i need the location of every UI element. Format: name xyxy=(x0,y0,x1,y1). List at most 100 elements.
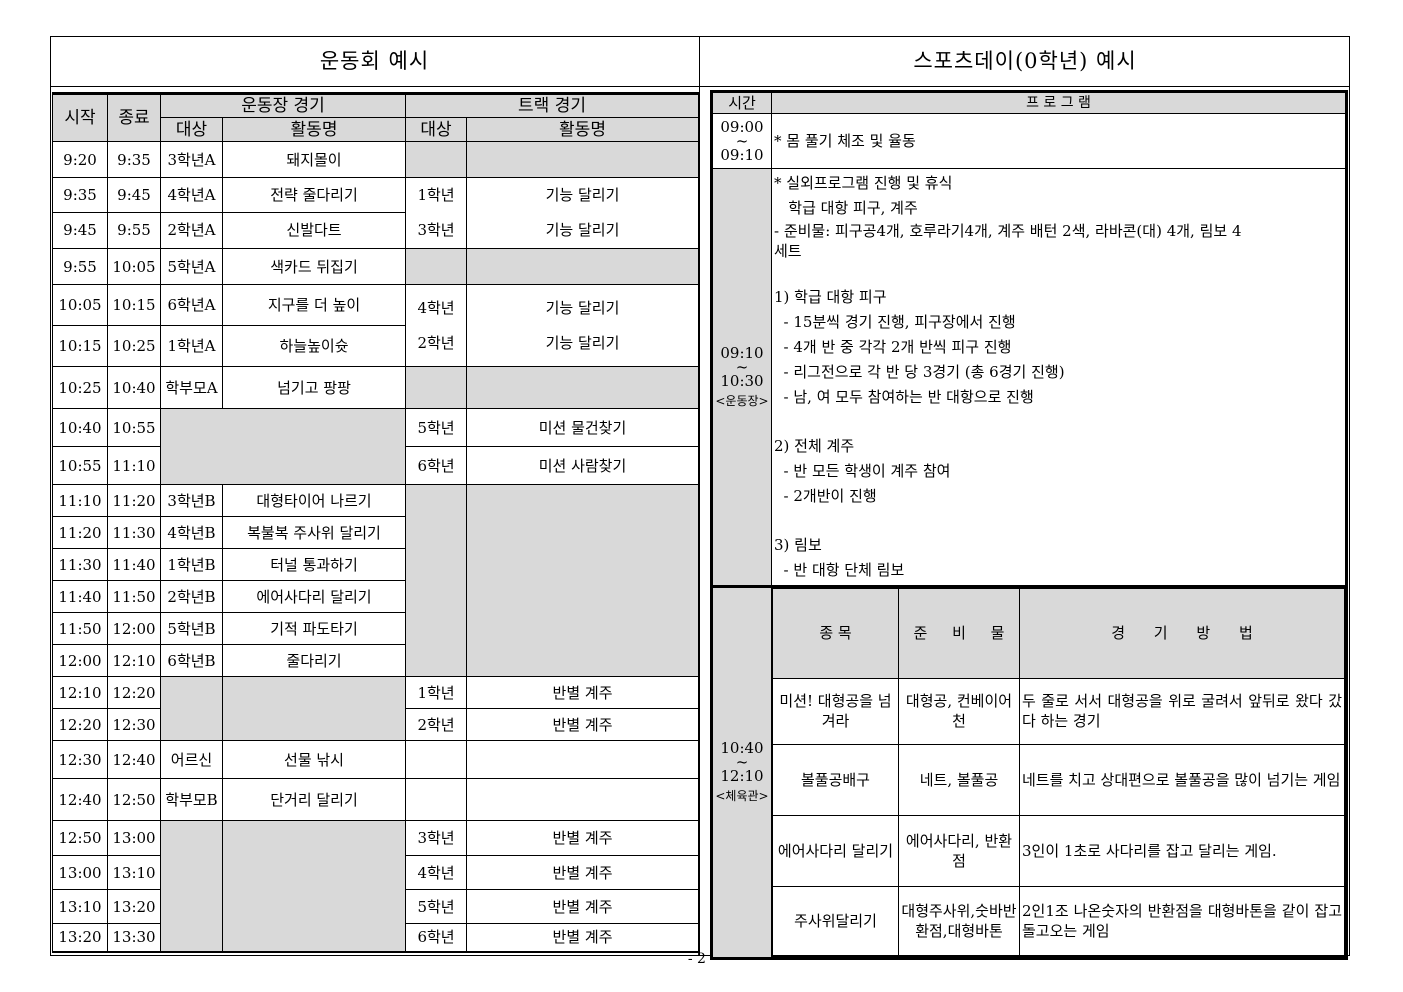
ground-target: 5학년A xyxy=(160,248,223,285)
header-time: 시간 xyxy=(711,91,772,114)
program-block-2: * 실외프로그램 진행 및 휴식 학급 대항 피구, 계주 - 준비물: 피구공4… xyxy=(771,168,1347,587)
track-target: 4학년 2학년 xyxy=(405,284,468,367)
track-activity-empty xyxy=(466,141,700,178)
schedule-row: 10:15 10:25 1학년A 하늘높이슛 xyxy=(52,325,699,367)
event-name: 미션! 대형공을 넘겨라 xyxy=(772,677,899,745)
event-name: 볼풀공배구 xyxy=(772,743,899,816)
ground-activity: 전략 줄다리기 xyxy=(221,177,407,213)
start-time: 9:20 xyxy=(52,141,108,178)
schedule-row: 11:30 11:40 1학년B 터널 통과하기 xyxy=(52,548,699,581)
event-method: 네트를 치고 상대편으로 볼풀공을 많이 넘기는 게임 xyxy=(1019,743,1345,816)
start-time: 10:15 xyxy=(52,325,108,367)
ground-target: 학부모B xyxy=(160,778,223,821)
program-line xyxy=(774,509,1343,534)
end-time: 13:30 xyxy=(107,923,161,952)
end-time: 9:35 xyxy=(107,141,161,178)
ground-activity: 터널 통과하기 xyxy=(221,548,407,581)
track-activity: 미션 물건찾기 xyxy=(466,408,700,447)
schedule-row: 11:10 11:20 3학년B 대형타이어 나르기 xyxy=(52,484,700,677)
ground-target: 3학년B xyxy=(160,484,223,517)
ground-target: 4학년A xyxy=(160,177,223,213)
schedule-row: 10:05 10:15 6학년A 지구를 더 높이 4학년 2학년 기능 달리기 기능 달리기 xyxy=(52,284,700,367)
ground-target: 6학년A xyxy=(160,284,223,326)
start-time: 12:40 xyxy=(52,778,108,821)
schedule-row: 13:20 13:30 6학년 반별 계주 xyxy=(52,923,700,952)
track-target: 2학년 xyxy=(405,708,468,741)
ground-activity: 하늘높이슛 xyxy=(221,325,407,367)
start-time: 13:20 xyxy=(52,923,108,952)
ground-empty xyxy=(159,408,407,485)
program-block-1: * 몸 풀기 체조 및 율동 xyxy=(771,113,1347,169)
track-target-empty xyxy=(405,484,468,677)
event-supplies: 네트, 볼풀공 xyxy=(898,743,1020,816)
end-time: 9:45 xyxy=(107,177,161,213)
ground-activity: 선물 낚시 xyxy=(221,740,407,779)
schedule-row: 9:55 10:05 5학년A 색카드 뒤집기 xyxy=(52,248,700,285)
ground-target: 학부모A xyxy=(160,366,223,409)
ground-activity: 에어사다리 달리기 xyxy=(221,580,407,613)
track-activity-empty xyxy=(466,484,700,677)
gym-events-table: 종 목 준 비 물 경 기 방 법 미션! 대형공을 넘겨라 대형공, 컨베이어천… xyxy=(772,587,1345,957)
program-line: 3) 림보 xyxy=(774,536,822,555)
start-time: 9:35 xyxy=(52,177,108,213)
header-event: 종 목 xyxy=(772,587,899,679)
track-target-line: 4학년 xyxy=(417,298,455,317)
ground-activity: 기적 파도타기 xyxy=(221,612,407,645)
start-time: 10:55 xyxy=(52,446,108,485)
ground-activity-empty xyxy=(221,820,407,952)
track-activity: 기능 달리기 기능 달리기 xyxy=(466,284,700,367)
track-target-empty xyxy=(405,778,468,821)
start-time: 11:30 xyxy=(52,548,108,581)
end-time: 11:20 xyxy=(107,484,161,517)
end-time: 10:55 xyxy=(107,408,161,447)
track-activity-empty xyxy=(466,740,700,779)
event-name: 주사위달리기 xyxy=(772,885,899,957)
ground-activity: 넘기고 팡팡 xyxy=(221,366,407,409)
end-time: 12:20 xyxy=(107,676,161,709)
end-time: 10:05 xyxy=(107,248,161,285)
program-line: 1) 학급 대항 피구 xyxy=(774,288,887,307)
end-time: 11:50 xyxy=(107,580,161,613)
schedule-row: 12:00 12:10 6학년B 줄다리기 xyxy=(52,644,699,677)
program-line: - 4개 반 중 각각 2개 반씩 피구 진행 xyxy=(774,337,1012,356)
sports-day-schedule-table: 시작 종료 운동장 경기 트랙 경기 대상 활동명 대상 활동명 9:20 9:3… xyxy=(52,92,700,953)
track-activity: 기능 달리기 기능 달리기 xyxy=(466,177,700,249)
title-divider xyxy=(50,86,1350,87)
schedule-row: 9:20 9:35 3학년A 돼지몰이 xyxy=(52,141,700,178)
end-time: 12:00 xyxy=(107,612,161,645)
schedule-row: 9:35 9:45 4학년A 전략 줄다리기 1학년 3학년 기능 달리기 기능 달리기 xyxy=(52,177,700,249)
gym-event-row: 미션! 대형공을 넘겨라 대형공, 컨베이어천 두 줄로 서서 대형공을 위로 굴려… xyxy=(772,677,1345,745)
program-line: - 준비물: 피구공4개, 호루라기4개, 계주 배턴 2색, 라바콘(대) 4… xyxy=(774,221,1242,240)
header-track-target: 대상 xyxy=(405,117,468,142)
start-time: 9:55 xyxy=(52,248,108,285)
schedule-row: 11:40 11:50 2학년B 에어사다리 달리기 xyxy=(52,580,699,613)
track-target-empty xyxy=(405,740,468,779)
start-time: 11:40 xyxy=(52,580,108,613)
start-time: 12:00 xyxy=(52,644,108,677)
track-activity-empty xyxy=(466,366,700,409)
program-line: - 15분씩 경기 진행, 피구장에서 진행 xyxy=(774,313,1016,332)
header-track: 트랙 경기 xyxy=(405,93,700,118)
schedule-row: 12:30 12:40 어르신 선물 낚시 xyxy=(52,740,700,779)
start-time: 10:05 xyxy=(52,284,108,326)
column-divider xyxy=(699,36,700,956)
sports-day-program-table: 시간 프 로 그 램 09:00 ~09:10 * 몸 풀기 체조 및 율동 09… xyxy=(710,90,1348,960)
event-supplies: 대형주사위,숫바반환점,대형바톤 xyxy=(898,885,1020,957)
event-method: 두 줄로 서서 대형공을 위로 굴려서 앞뒤로 왔다 갔다 하는 경기 xyxy=(1019,677,1345,745)
end-time: 10:40 xyxy=(107,366,161,409)
start-time: 12:20 xyxy=(52,708,108,741)
start-time: 11:10 xyxy=(52,484,108,517)
ground-activity: 복불복 주사위 달리기 xyxy=(221,516,407,549)
program-line: 2) 전체 계주 xyxy=(774,437,855,456)
start-time: 13:10 xyxy=(52,889,108,924)
event-supplies: 에어사다리, 반환점 xyxy=(898,814,1020,887)
track-activity: 반별 계주 xyxy=(466,820,700,856)
track-target-line: 3학년 xyxy=(417,221,455,239)
track-activity-line: 기능 달리기 xyxy=(545,333,620,352)
program-line: - 2개반이 진행 xyxy=(774,486,877,505)
schedule-row: 12:10 12:20 1학년 반별 계주 xyxy=(52,676,700,741)
end-time: 13:00 xyxy=(107,820,161,856)
program-line: - 반 대항 단체 림보 xyxy=(774,561,905,580)
ground-target: 2학년A xyxy=(160,211,223,250)
time-cell-3: 10:40 ~12:10 <체육관> xyxy=(711,585,772,959)
